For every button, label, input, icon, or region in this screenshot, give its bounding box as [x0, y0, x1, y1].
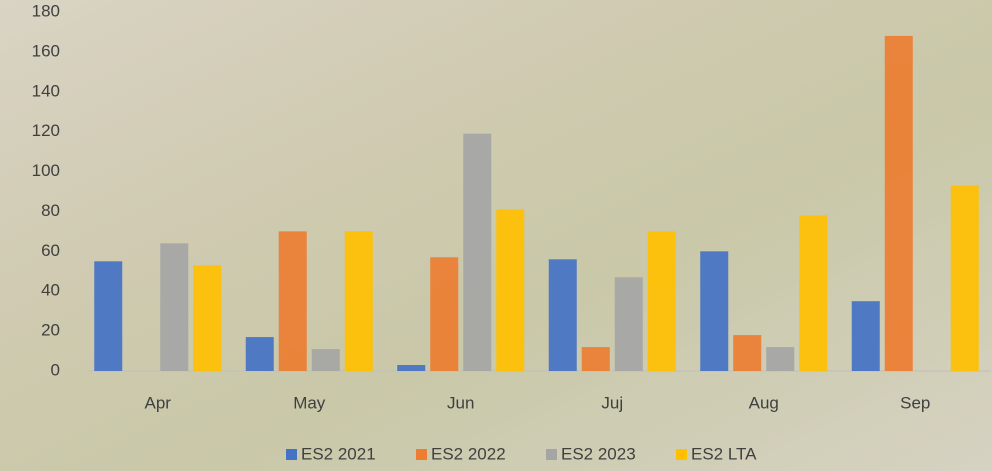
x-tick-label: Aug	[749, 393, 779, 412]
y-tick-label: 40	[41, 281, 60, 300]
y-tick-label: 100	[32, 161, 60, 180]
bar	[397, 365, 425, 371]
bar	[799, 215, 827, 371]
y-tick-label: 160	[32, 41, 60, 60]
bar	[463, 134, 491, 371]
bar	[246, 337, 274, 371]
bar	[94, 261, 122, 371]
x-tick-label: Juj	[601, 393, 623, 412]
legend-swatch	[546, 449, 557, 460]
x-tick-label: Sep	[900, 393, 930, 412]
y-tick-label: 180	[32, 1, 60, 20]
legend-label: ES2 2021	[301, 444, 376, 463]
bar	[700, 251, 728, 371]
legend-label: ES2 LTA	[691, 444, 757, 463]
bar	[885, 36, 913, 371]
legend-swatch	[416, 449, 427, 460]
x-tick-label: Apr	[145, 393, 172, 412]
bar	[766, 347, 794, 371]
bar	[852, 301, 880, 371]
legend-label: ES2 2023	[561, 444, 636, 463]
bar	[312, 349, 340, 371]
legend-swatch	[286, 449, 297, 460]
bar	[733, 335, 761, 371]
bar	[951, 186, 979, 371]
x-tick-label: Jun	[447, 393, 474, 412]
bar	[279, 231, 307, 371]
legend-swatch	[676, 449, 687, 460]
bar	[648, 231, 676, 371]
x-tick-label: May	[293, 393, 326, 412]
y-tick-label: 20	[41, 321, 60, 340]
bar	[193, 265, 221, 371]
bar	[160, 243, 188, 371]
y-tick-label: 120	[32, 121, 60, 140]
chart: 0 20 40 60 80 100 120 140 160 180 Apr May Jun Juj Aug S…	[0, 0, 992, 471]
bar	[430, 257, 458, 371]
bar	[549, 259, 577, 371]
bar	[496, 209, 524, 371]
bar	[345, 231, 373, 371]
y-tick-label: 0	[51, 360, 60, 379]
y-tick-label: 60	[41, 241, 60, 260]
legend-label: ES2 2022	[431, 444, 506, 463]
y-tick-label: 80	[41, 201, 60, 220]
bar	[615, 277, 643, 371]
y-tick-label: 140	[32, 81, 60, 100]
bar	[582, 347, 610, 371]
